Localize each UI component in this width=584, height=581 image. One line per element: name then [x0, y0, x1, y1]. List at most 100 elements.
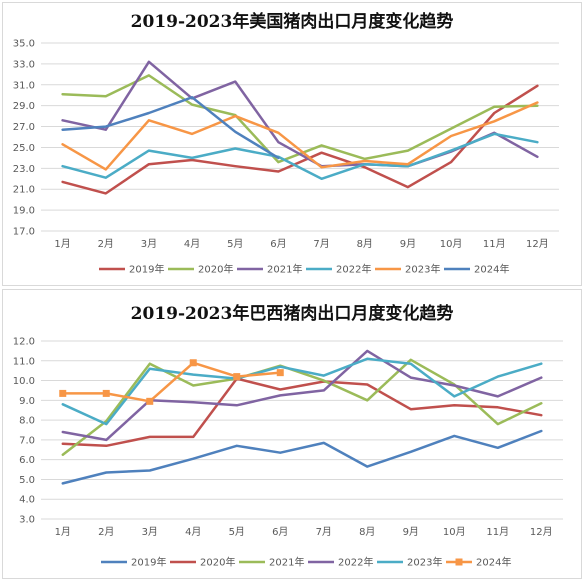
brazil-data-point [323, 374, 325, 376]
us-legend-item[interactable]: 2019年 [99, 263, 164, 276]
brazil-data-point [540, 402, 542, 404]
us-series-line-2024年 [61, 96, 280, 160]
us-data-point [277, 170, 279, 172]
brazil-data-point [279, 388, 281, 390]
brazil-legend-item[interactable]: 2021年 [239, 556, 304, 569]
us-data-point [234, 147, 236, 149]
brazil-data-point [62, 431, 64, 433]
brazil-y-tick-label: 12.0 [13, 337, 35, 348]
us-data-point [536, 104, 538, 106]
brazil-series-line-2021年 [61, 358, 543, 456]
us-data-point [148, 149, 150, 151]
us-data-point [148, 61, 150, 63]
brazil-series-line-2023年 [61, 357, 543, 426]
brazil-chart-svg: 2019-2023年巴西猪肉出口月度变化趋势 3.0 4.0 5.0 6.0 7.0 8.… [13, 303, 563, 569]
brazil-y-tick-label: 9.0 [19, 396, 35, 407]
brazil-x-tick-label: 11月 [486, 526, 509, 538]
brazil-chart-title: 2019-2023年巴西猪肉出口月度变化趋势 [131, 303, 454, 324]
us-data-point [364, 163, 366, 165]
brazil-data-point [497, 447, 499, 449]
brazil-data-point [192, 401, 194, 403]
brazil-data-point [366, 350, 368, 352]
brazil-legend-item[interactable]: 2019年 [101, 556, 166, 569]
us-data-point [105, 125, 107, 127]
us-y-tick-label: 17.0 [13, 227, 35, 238]
us-legend-item[interactable]: 2022年 [306, 263, 371, 276]
us-x-tick-label: 4月 [184, 238, 200, 250]
us-legend-item[interactable]: 2021年 [237, 263, 302, 276]
us-legend-label: 2022年 [336, 263, 371, 276]
us-data-point [536, 156, 538, 158]
brazil-series-line-2024年 [61, 361, 282, 403]
brazil-data-point [105, 439, 107, 441]
brazil-legend-item[interactable]: 2020年 [170, 556, 235, 569]
us-data-point [277, 161, 279, 163]
us-data-point [191, 133, 193, 135]
brazil-data-point [236, 445, 238, 447]
us-data-point [234, 115, 236, 117]
brazil-y-tick-label: 7.0 [19, 435, 35, 446]
us-legend-item[interactable]: 2023年 [375, 263, 440, 276]
us-legend-item[interactable]: 2024年 [444, 263, 509, 276]
us-y-tick-label: 23.0 [13, 164, 35, 175]
us-legend-item[interactable]: 2020年 [168, 263, 233, 276]
brazil-data-point [62, 454, 64, 456]
us-x-tick-label: 3月 [141, 238, 157, 250]
us-data-point [61, 128, 63, 130]
brazil-legend-label: 2023年 [407, 556, 442, 569]
us-data-point [61, 165, 63, 167]
brazil-legend-item[interactable]: 2022年 [308, 556, 373, 569]
us-data-point [277, 132, 279, 134]
us-x-tick-label: 11月 [483, 238, 506, 250]
brazil-data-point [366, 383, 368, 385]
brazil-y-tick-label: 8.0 [19, 416, 35, 427]
brazil-data-point [62, 443, 64, 445]
brazil-legend-label: 2024年 [476, 556, 511, 569]
us-data-point [105, 177, 107, 179]
brazil-data-point [105, 471, 107, 473]
us-data-point [234, 165, 236, 167]
us-pork-export-chart: 2019-2023年美国猪肉出口月度变化趋势 17.0 19.0 21.0 23.0 2… [2, 2, 582, 286]
us-legend-label: 2024年 [474, 263, 509, 276]
us-x-tick-label: 10月 [440, 238, 463, 250]
brazil-series-line-2020年 [61, 377, 543, 448]
us-data-point [234, 131, 236, 133]
us-data-point [320, 144, 322, 146]
us-y-tick-label: 35.0 [13, 39, 35, 50]
brazil-y-tick-label: 3.0 [19, 515, 35, 526]
us-x-tick-label: 9月 [400, 238, 416, 250]
brazil-series-line-2019年 [61, 429, 543, 485]
brazil-data-point [62, 482, 64, 484]
us-data-point [277, 157, 279, 159]
brazil-data-point [497, 375, 499, 377]
brazil-x-tick-label: 5月 [229, 526, 245, 538]
us-data-point [450, 135, 452, 137]
brazil-legend-label: 2021年 [269, 556, 304, 569]
brazil-x-tick-label: 9月 [403, 526, 419, 538]
brazil-x-tick-label: 1月 [55, 526, 71, 538]
brazil-series-line-2022年 [61, 349, 543, 442]
brazil-data-point [453, 404, 455, 406]
us-data-point [493, 133, 495, 135]
us-data-point [191, 96, 193, 98]
us-x-tick-label: 8月 [357, 238, 373, 250]
us-data-point [450, 161, 452, 163]
brazil-legend-item[interactable]: 2024年 [446, 556, 511, 569]
brazil-data-point [279, 394, 281, 396]
us-data-point [191, 157, 193, 159]
brazil-data-point [149, 436, 151, 438]
brazil-data-point [59, 389, 67, 397]
us-data-point [407, 149, 409, 151]
brazil-data-point [189, 359, 197, 367]
brazil-data-point [453, 384, 455, 386]
us-data-point [105, 168, 107, 170]
brazil-pork-export-chart: 2019-2023年巴西猪肉出口月度变化趋势 3.0 4.0 5.0 6.0 7.0 8.… [2, 289, 582, 579]
brazil-legend-label: 2020年 [200, 556, 235, 569]
brazil-x-tick-label: 6月 [272, 526, 288, 538]
brazil-legend-item[interactable]: 2023年 [377, 556, 442, 569]
us-legend-label: 2019年 [129, 263, 164, 276]
us-x-tick-label: 5月 [227, 238, 243, 250]
brazil-data-point [410, 359, 412, 361]
us-data-point [493, 106, 495, 108]
brazil-x-tick-label: 3月 [142, 526, 158, 538]
